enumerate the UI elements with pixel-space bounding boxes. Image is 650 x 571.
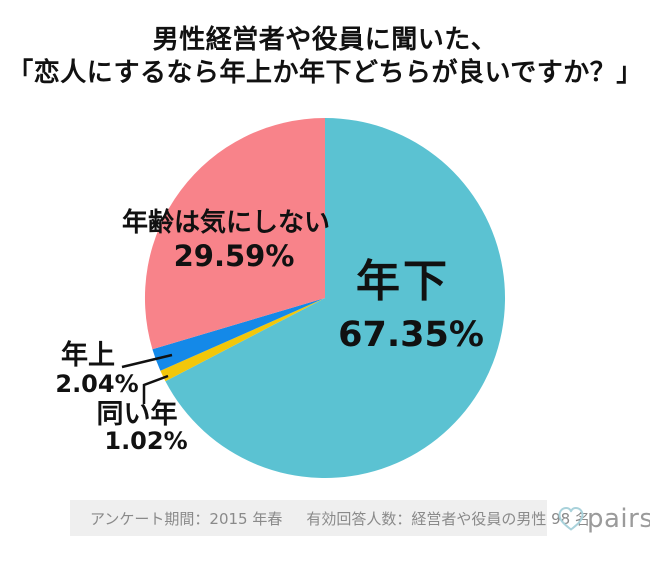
- heart-icon: [558, 507, 584, 531]
- slice-value-same-age: 1.02%: [104, 427, 188, 455]
- pairs-logo: pairs: [556, 502, 650, 536]
- survey-period-text: アンケート期間：2015 年春: [90, 509, 283, 528]
- chart-title: 男性経営者や役員に聞いた、 「恋人にするなら年上か年下どちらが良いですか？」: [0, 24, 650, 90]
- respondents-text: 有効回答人数：経営者や役員の男性 98 名: [306, 509, 590, 528]
- slice-label-older: 年上: [61, 340, 115, 371]
- slice-label-younger: 年下: [356, 256, 450, 307]
- pie-slice-2: [152, 298, 325, 371]
- pairs-logo-text: pairs: [587, 504, 650, 534]
- leader-line-same-age: [142, 374, 169, 404]
- pie-slice-0: [165, 118, 506, 478]
- slice-value-no-care: 29.59%: [173, 239, 295, 273]
- footer-bar: アンケート期間：2015 年春 有効回答人数：経営者や役員の男性 98 名: [70, 500, 590, 536]
- leader-line-older: [121, 353, 173, 369]
- slice-label-same-age: 同い年: [96, 399, 178, 430]
- chart-title-line2: 「恋人にするなら年上か年下どちらが良いですか？」: [7, 58, 643, 88]
- slice-label-no-care: 年齢は気にしない: [121, 208, 331, 238]
- pie-slices: [144, 117, 506, 478]
- slice-value-older: 2.04%: [55, 370, 139, 398]
- chart-title-line1: 男性経営者や役員に聞いた、: [152, 25, 498, 55]
- slice-value-younger: 67.35%: [338, 315, 484, 355]
- pie-slice-1: [160, 298, 325, 382]
- pie-slice-3: [144, 117, 325, 350]
